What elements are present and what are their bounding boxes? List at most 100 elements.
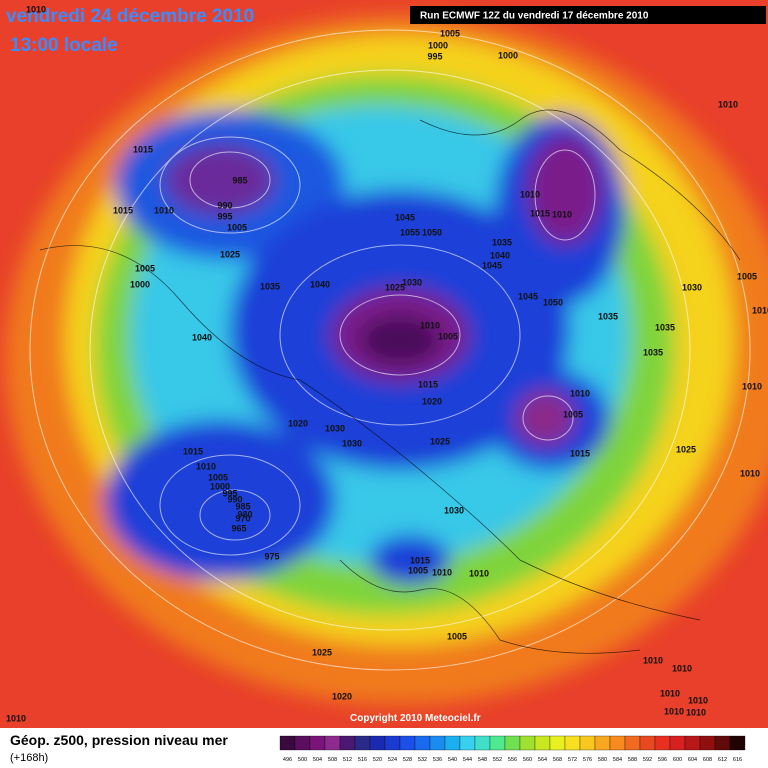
isobar-label: 1035 (598, 311, 618, 321)
isobar-label: 1035 (655, 322, 675, 332)
isobar-label: 1035 (260, 281, 280, 291)
legend-swatch (444, 735, 461, 751)
isobar-label: 1030 (682, 282, 702, 292)
isobar-label: 1010 (26, 4, 46, 14)
isobar-label: 990 (227, 494, 242, 504)
legend-label: 504 (313, 757, 322, 763)
isobar-label: 1030 (325, 423, 345, 433)
legend-label: 592 (643, 757, 652, 763)
isobar-label: 1000 (498, 50, 518, 60)
isobar-label: 1050 (422, 227, 442, 237)
legend-label: 564 (538, 757, 547, 763)
legend-swatch (414, 735, 431, 751)
legend-swatch (429, 735, 446, 751)
legend-label: 516 (358, 757, 367, 763)
map-field (0, 0, 768, 728)
isobar-label: 1035 (643, 347, 663, 357)
legend-label: 572 (568, 757, 577, 763)
legend-swatch (549, 735, 566, 751)
isobar-label: 1010 (154, 205, 174, 215)
isobar-label: 1010 (672, 663, 692, 673)
legend-swatch (684, 735, 701, 751)
isobar-label: 1000 (210, 481, 230, 491)
isobar-label: 1015 (133, 144, 153, 154)
isobar-label: 1015 (410, 555, 430, 565)
isobar-label: 995 (222, 488, 237, 498)
isobar-label: 1015 (570, 448, 590, 458)
isobar-label: 1055 (400, 227, 420, 237)
isobar-label: 1005 (737, 271, 757, 281)
legend-label: 584 (613, 757, 622, 763)
isobar-label: 1010 (643, 655, 663, 665)
isobar-label: 1005 (440, 28, 460, 38)
legend-swatch (624, 735, 641, 751)
isobar-label: 1015 (530, 208, 550, 218)
isobar-label: 1010 (660, 688, 680, 698)
isobar-label: 1030 (402, 277, 422, 287)
isobar-label: 970 (235, 513, 250, 523)
isobar-label: 995 (217, 211, 232, 221)
title: vendredi 24 décembre 2010 (6, 6, 254, 27)
legend-label: 496 (283, 757, 292, 763)
isobar-label: 1010 (570, 388, 590, 398)
footer-lead: (+168h) (10, 752, 48, 764)
isobar-label: 1045 (518, 291, 538, 301)
footer-title: Géop. z500, pression niveau mer (10, 732, 228, 748)
legend-swatch (489, 735, 506, 751)
isobar-label: 1010 (686, 707, 706, 717)
legend-swatch (279, 735, 296, 751)
subtitle: 13:00 locale (10, 35, 118, 56)
isobar-label: 1000 (130, 279, 150, 289)
isobar-label: 1035 (492, 237, 512, 247)
isobar-label: 1010 (742, 381, 762, 391)
legend-swatch (339, 735, 356, 751)
isobar-label: 1045 (482, 260, 502, 270)
legend-label: 576 (583, 757, 592, 763)
run-info: Run ECMWF 12Z du vendredi 17 décembre 20… (420, 11, 649, 22)
legend-swatch (669, 735, 686, 751)
legend-label: 548 (478, 757, 487, 763)
isobar-label: 1015 (113, 205, 133, 215)
legend-swatch (654, 735, 671, 751)
legend-label: 524 (388, 757, 397, 763)
isobar-label: 1005 (135, 263, 155, 273)
isobar-label: 975 (264, 551, 279, 561)
legend-label: 508 (328, 757, 337, 763)
legend-swatch (579, 735, 596, 751)
legend-label: 536 (433, 757, 442, 763)
isobar-label: 1030 (444, 505, 464, 515)
legend-label: 560 (523, 757, 532, 763)
isobar-label: 985 (235, 501, 250, 511)
isobar-label: 1025 (430, 436, 450, 446)
legend-swatch (699, 735, 716, 751)
legend-label: 552 (493, 757, 502, 763)
isobar-label: 1005 (208, 472, 228, 482)
legend-swatch (354, 735, 371, 751)
isobar-label: 1015 (183, 446, 203, 456)
legend-swatch (474, 735, 491, 751)
legend-swatch (519, 735, 536, 751)
legend-swatch (294, 735, 311, 751)
isobar-label: 965 (231, 523, 246, 533)
run-box (410, 6, 766, 24)
legend-label: 528 (403, 757, 412, 763)
legend-label: 540 (448, 757, 457, 763)
legend-label: 616 (733, 757, 742, 763)
legend-label: 512 (343, 757, 352, 763)
isobar-label: 1010 (552, 209, 572, 219)
isobar-label: 1005 (563, 409, 583, 419)
isobar-label: 1020 (332, 691, 352, 701)
isobar-label: 1005 (408, 565, 428, 575)
legend-swatch (639, 735, 656, 751)
isobar-label: 1000 (428, 40, 448, 50)
isobar-label: 1040 (310, 279, 330, 289)
legend-swatch (564, 735, 581, 751)
isobar-label: 1020 (288, 418, 308, 428)
legend-label: 612 (718, 757, 727, 763)
isobar-label: 1010 (520, 189, 540, 199)
isobar-label: 1020 (422, 396, 442, 406)
legend-label: 608 (703, 757, 712, 763)
